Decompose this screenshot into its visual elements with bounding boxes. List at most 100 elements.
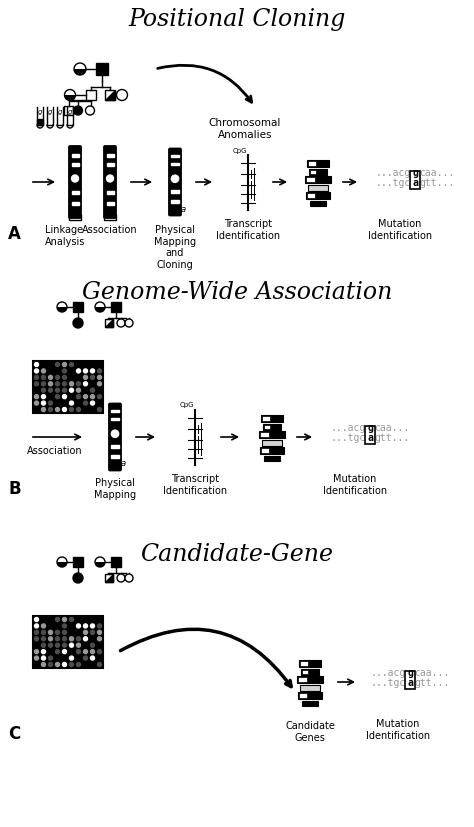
Circle shape: [63, 637, 66, 641]
Bar: [107, 203, 113, 205]
Circle shape: [63, 643, 66, 648]
Circle shape: [48, 618, 53, 622]
Circle shape: [63, 389, 66, 393]
Circle shape: [76, 643, 81, 648]
Circle shape: [55, 618, 60, 622]
Circle shape: [98, 662, 101, 667]
Bar: [308, 185, 328, 191]
Circle shape: [83, 363, 88, 367]
Circle shape: [48, 389, 53, 393]
Circle shape: [48, 370, 53, 374]
Bar: [171, 155, 179, 158]
Circle shape: [83, 631, 88, 634]
Bar: [264, 425, 270, 429]
Circle shape: [42, 631, 46, 634]
Circle shape: [55, 402, 60, 405]
Circle shape: [35, 363, 38, 367]
Bar: [307, 194, 315, 198]
Circle shape: [42, 624, 46, 629]
Circle shape: [98, 402, 101, 405]
Text: a: a: [367, 433, 373, 442]
Bar: [260, 447, 284, 455]
Circle shape: [76, 637, 81, 641]
Bar: [299, 693, 308, 698]
Circle shape: [83, 376, 88, 380]
Bar: [73, 557, 83, 567]
Text: g: g: [367, 423, 373, 433]
Text: ...acg: ...acg: [331, 423, 366, 433]
Bar: [111, 557, 121, 567]
Circle shape: [91, 662, 94, 667]
Circle shape: [91, 631, 94, 634]
Circle shape: [83, 395, 88, 399]
Circle shape: [76, 631, 81, 634]
Text: gtt...: gtt...: [414, 677, 449, 687]
Bar: [111, 456, 119, 458]
Bar: [308, 162, 316, 167]
Bar: [171, 201, 179, 203]
Bar: [171, 191, 179, 194]
Circle shape: [48, 631, 53, 634]
Bar: [107, 192, 113, 195]
Circle shape: [74, 64, 86, 76]
Text: Transcript
Identification: Transcript Identification: [216, 218, 280, 241]
Text: Mutation
Identification: Mutation Identification: [368, 218, 432, 241]
Circle shape: [70, 643, 73, 648]
Circle shape: [73, 318, 83, 328]
Circle shape: [83, 382, 88, 386]
Text: ...acg: ...acg: [371, 667, 406, 677]
Circle shape: [70, 370, 73, 374]
Circle shape: [91, 402, 94, 405]
Circle shape: [91, 389, 94, 393]
FancyBboxPatch shape: [169, 149, 181, 217]
Circle shape: [91, 382, 94, 386]
Circle shape: [55, 643, 60, 648]
Circle shape: [63, 363, 66, 367]
Circle shape: [42, 650, 46, 654]
Circle shape: [55, 389, 60, 393]
Circle shape: [42, 637, 46, 641]
Bar: [410, 172, 420, 189]
Bar: [310, 170, 316, 174]
Circle shape: [35, 631, 38, 634]
Circle shape: [98, 370, 101, 374]
Bar: [111, 446, 119, 448]
Circle shape: [42, 389, 46, 393]
Circle shape: [83, 370, 88, 374]
Bar: [300, 685, 320, 691]
Text: Physical
Mapping
and
Cloning: Physical Mapping and Cloning: [154, 225, 196, 270]
Circle shape: [70, 631, 73, 634]
Circle shape: [63, 370, 66, 374]
Circle shape: [76, 662, 81, 667]
Bar: [302, 670, 308, 674]
Text: CpG: CpG: [180, 402, 194, 408]
Circle shape: [98, 382, 101, 386]
Text: CpG: CpG: [233, 147, 247, 153]
Circle shape: [98, 376, 101, 380]
Text: a: a: [412, 178, 418, 188]
Circle shape: [55, 631, 60, 634]
Bar: [107, 164, 113, 167]
Circle shape: [70, 389, 73, 393]
Text: g: g: [412, 168, 418, 178]
Bar: [72, 155, 79, 158]
Circle shape: [76, 376, 81, 380]
Circle shape: [35, 395, 38, 399]
Text: Association: Association: [27, 446, 83, 456]
Circle shape: [55, 657, 60, 660]
Circle shape: [72, 176, 79, 183]
Circle shape: [91, 650, 94, 654]
Bar: [264, 456, 280, 461]
Circle shape: [83, 662, 88, 667]
Circle shape: [48, 643, 53, 648]
Circle shape: [70, 408, 73, 412]
Circle shape: [91, 637, 94, 641]
Text: Positional Cloning: Positional Cloning: [128, 8, 346, 31]
Circle shape: [83, 618, 88, 622]
Circle shape: [35, 657, 38, 660]
Wedge shape: [95, 308, 105, 313]
Text: Physical
Mapping: Physical Mapping: [94, 477, 136, 499]
Circle shape: [98, 650, 101, 654]
Circle shape: [91, 363, 94, 367]
Circle shape: [42, 376, 46, 380]
